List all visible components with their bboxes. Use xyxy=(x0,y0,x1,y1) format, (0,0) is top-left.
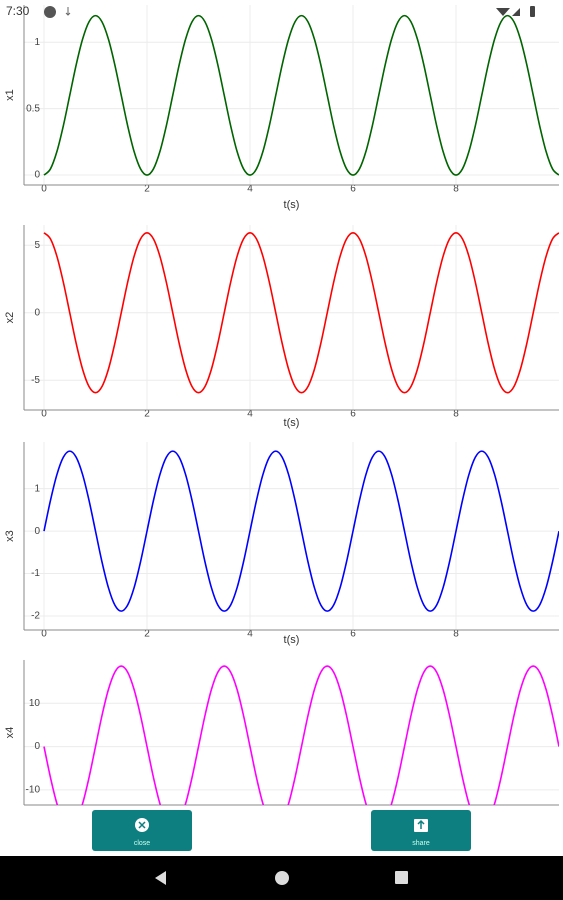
x-tick-label: 8 xyxy=(453,409,459,420)
battery-icon xyxy=(530,6,535,17)
series-line xyxy=(43,14,559,176)
x-tick-label: 0 xyxy=(41,409,47,420)
chart: 0 0.5 1 0 2 4 6 8 x1 t(s) xyxy=(4,5,559,211)
y-axis-title: x4 xyxy=(4,727,16,739)
chart: -10 0 10 x4 xyxy=(4,660,559,806)
x-tick-label: 4 xyxy=(247,629,253,640)
y-tick-label: 0.5 xyxy=(26,103,40,114)
y-tick-label: 1 xyxy=(34,37,40,48)
signal-icon xyxy=(512,8,520,16)
button-label[interactable]: share xyxy=(412,840,430,847)
wifi-icon xyxy=(496,8,510,16)
y-tick-label: 0 xyxy=(34,170,40,181)
close-button[interactable]: close xyxy=(92,810,192,851)
status-icon xyxy=(44,6,56,18)
home-button[interactable] xyxy=(275,871,289,885)
y-tick-label: -2 xyxy=(31,611,40,622)
x-tick-label: 6 xyxy=(350,184,356,195)
series-line xyxy=(43,450,559,612)
x-tick-label: 6 xyxy=(350,409,356,420)
x-axis-title: t(s) xyxy=(284,417,300,429)
close-icon-x xyxy=(138,821,146,829)
y-tick-label: -1 xyxy=(31,568,40,579)
status-icon xyxy=(65,7,71,16)
chart: -2 -1 0 1 0 2 4 6 8 x3 t(s) xyxy=(4,442,559,646)
x-tick-label: 0 xyxy=(41,629,47,640)
x-axis-title: t(s) xyxy=(284,199,300,211)
y-tick-label: 0 xyxy=(34,526,40,537)
y-tick-label: 5 xyxy=(34,240,40,251)
x-tick-label: 4 xyxy=(247,409,253,420)
x-tick-label: 2 xyxy=(144,184,150,195)
x-tick-label: 2 xyxy=(144,409,150,420)
nav-bar xyxy=(0,856,563,900)
x-tick-label: 0 xyxy=(41,184,47,195)
chart: -5 0 5 0 2 4 6 8 x2 t(s) xyxy=(4,225,559,429)
x-tick-label: 8 xyxy=(453,184,459,195)
x-tick-label: 8 xyxy=(453,629,459,640)
y-tick-label: 0 xyxy=(34,741,40,752)
y-axis-title: x3 xyxy=(4,530,16,542)
status-time: 7:30 xyxy=(6,4,30,18)
y-axis-title: x1 xyxy=(4,89,16,101)
y-tick-label: 0 xyxy=(34,307,40,318)
back-button[interactable] xyxy=(155,871,166,885)
series-line xyxy=(43,232,559,394)
x-tick-label: 4 xyxy=(247,184,253,195)
share-button[interactable]: share xyxy=(371,810,471,851)
series-line xyxy=(43,665,559,805)
y-tick-label: -10 xyxy=(26,784,41,795)
y-tick-label: -5 xyxy=(31,375,40,386)
x-axis-title: t(s) xyxy=(284,634,300,646)
button-label[interactable]: close xyxy=(134,840,150,847)
status-bar: 7:30 xyxy=(6,4,535,18)
y-axis-title: x2 xyxy=(4,312,16,324)
recents-button[interactable] xyxy=(395,871,408,884)
share-icon-arrow xyxy=(417,819,425,829)
y-tick-label: 10 xyxy=(29,698,41,709)
x-tick-label: 2 xyxy=(144,629,150,640)
x-tick-label: 6 xyxy=(350,629,356,640)
y-tick-label: 1 xyxy=(34,483,40,494)
